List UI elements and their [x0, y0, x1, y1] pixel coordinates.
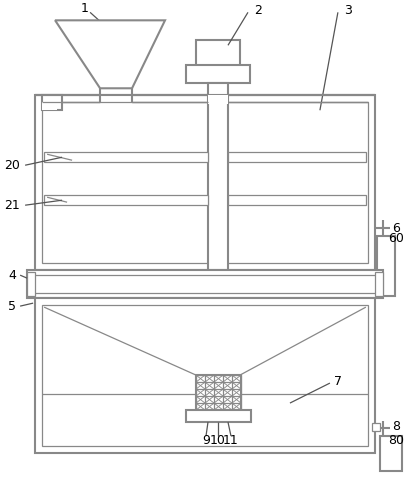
Bar	[207, 102, 228, 104]
Text: 8: 8	[391, 420, 399, 433]
Text: 21: 21	[4, 199, 20, 212]
Text: 9: 9	[202, 434, 209, 447]
Text: 3: 3	[343, 4, 351, 17]
Bar	[185, 65, 249, 83]
Text: 4: 4	[8, 269, 16, 282]
Polygon shape	[55, 20, 164, 89]
Text: 2: 2	[254, 4, 261, 17]
Bar	[374, 272, 382, 296]
Text: 6: 6	[391, 222, 399, 235]
Bar	[207, 83, 228, 270]
Bar	[100, 95, 132, 109]
Text: 80: 80	[387, 434, 403, 447]
Bar	[196, 375, 241, 410]
Bar	[27, 270, 382, 298]
Text: 20: 20	[4, 159, 20, 172]
Bar	[371, 423, 379, 431]
Bar	[27, 272, 35, 296]
Bar	[228, 195, 365, 205]
Text: 60: 60	[387, 232, 403, 244]
Text: 10: 10	[209, 434, 225, 447]
Bar	[379, 436, 401, 471]
Bar	[185, 410, 250, 422]
Bar	[42, 95, 62, 110]
Bar	[42, 102, 367, 263]
Bar	[31, 275, 378, 293]
Bar	[376, 236, 394, 296]
Text: 5: 5	[8, 300, 16, 313]
Bar	[44, 152, 207, 162]
Bar	[35, 95, 374, 270]
Bar	[35, 298, 374, 453]
Text: 7: 7	[333, 375, 341, 388]
Text: 11: 11	[223, 434, 238, 447]
Bar	[44, 195, 207, 205]
Bar	[196, 40, 239, 68]
Bar	[42, 102, 57, 110]
Bar	[42, 305, 367, 446]
Bar	[207, 95, 228, 103]
Text: 1: 1	[81, 2, 89, 15]
Bar	[228, 152, 365, 162]
